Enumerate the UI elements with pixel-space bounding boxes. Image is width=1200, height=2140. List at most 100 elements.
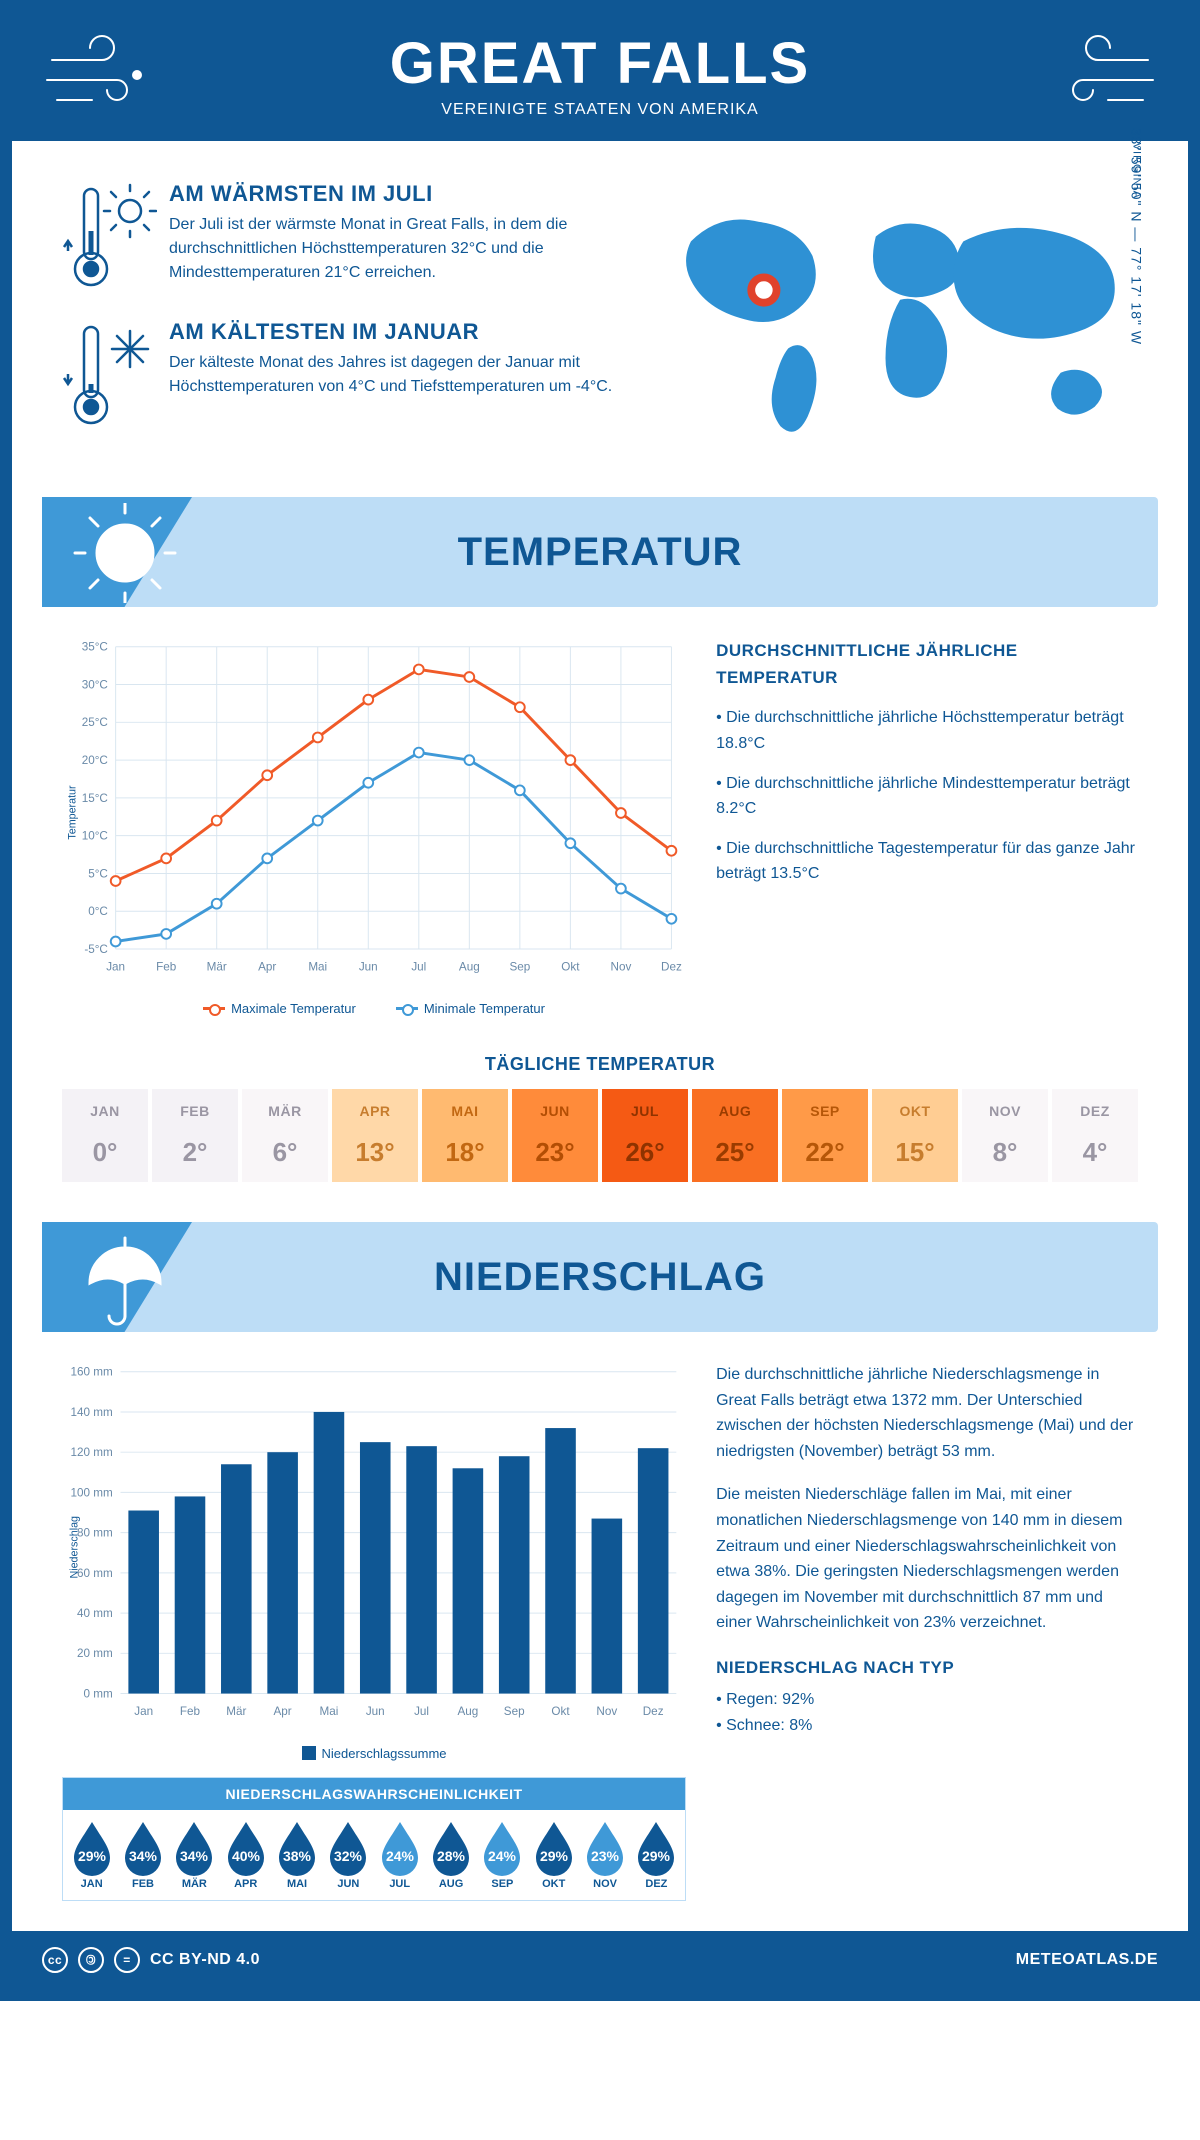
svg-text:Dez: Dez [643, 1705, 664, 1718]
precip-paragraph-1: Die durchschnittliche jährliche Niedersc… [716, 1362, 1138, 1464]
svg-text:24%: 24% [386, 1848, 415, 1864]
svg-text:Apr: Apr [274, 1705, 292, 1718]
svg-text:34%: 34% [180, 1848, 209, 1864]
svg-text:40 mm: 40 mm [77, 1607, 113, 1620]
cold-title: AM KÄLTESTEN IM JANUAR [169, 319, 622, 345]
precip-prob-drop: 24%SEP [478, 1818, 527, 1890]
svg-text:0°C: 0°C [88, 905, 108, 918]
svg-text:28%: 28% [437, 1848, 466, 1864]
precip-prob-drop: 24%JUL [375, 1818, 424, 1890]
svg-text:29%: 29% [540, 1848, 569, 1864]
precipitation-banner: NIEDERSCHLAG [42, 1222, 1158, 1332]
temperature-line-chart: -5°C0°C5°C10°C15°C20°C25°C30°C35°CJanFeb… [62, 637, 686, 988]
cold-block: AM KÄLTESTEN IM JANUAR Der kälteste Mona… [62, 319, 622, 429]
wind-icon [1038, 30, 1158, 120]
precip-chart-legend: Niederschlagssumme [62, 1746, 686, 1761]
svg-text:Dez: Dez [661, 960, 682, 973]
precip-prob-drop: 23%NOV [580, 1818, 629, 1890]
temp-chart-legend: Maximale Temperatur Minimale Temperatur [62, 1001, 686, 1016]
svg-text:24%: 24% [488, 1848, 517, 1864]
svg-text:160 mm: 160 mm [70, 1366, 112, 1379]
svg-text:40%: 40% [232, 1848, 261, 1864]
precip-prob-drop: 29%JAN [67, 1818, 116, 1890]
cc-icon: cc [42, 1947, 68, 1973]
precip-prob-title: NIEDERSCHLAGSWAHRSCHEINLICHKEIT [63, 1778, 685, 1810]
precip-type-heading: NIEDERSCHLAG NACH TYP [716, 1654, 1138, 1681]
precip-prob-drop: 29%OKT [529, 1818, 578, 1890]
daily-temp-cell: MAI18° [422, 1089, 508, 1182]
svg-text:34%: 34% [129, 1848, 158, 1864]
svg-text:0 mm: 0 mm [83, 1687, 112, 1700]
temp-bullet: • Die durchschnittliche Tagestemperatur … [716, 836, 1138, 887]
svg-text:30°C: 30°C [82, 678, 108, 691]
daily-temp-cell: SEP22° [782, 1089, 868, 1182]
svg-text:29%: 29% [642, 1848, 671, 1864]
svg-text:23%: 23% [591, 1848, 620, 1864]
thermometer-sun-icon [62, 181, 157, 291]
thermometer-snow-icon [62, 319, 157, 429]
svg-text:Mär: Mär [207, 960, 227, 973]
header: GREAT FALLS VEREINIGTE STAATEN VON AMERI… [12, 12, 1188, 141]
site-label: METEOATLAS.DE [1016, 1951, 1158, 1969]
svg-text:29%: 29% [78, 1848, 107, 1864]
daily-temp-cell: AUG25° [692, 1089, 778, 1182]
svg-text:Feb: Feb [156, 960, 177, 973]
warm-block: AM WÄRMSTEN IM JULI Der Juli ist der wär… [62, 181, 622, 291]
coordinates: 38° 59' 50" N — 77° 17' 18" W [1128, 128, 1144, 345]
svg-text:Sep: Sep [509, 960, 530, 973]
footer: cc 🄯 = CC BY-ND 4.0 METEOATLAS.DE [12, 1931, 1188, 1989]
daily-temp-heading: TÄGLICHE TEMPERATUR [12, 1054, 1188, 1075]
svg-text:15°C: 15°C [82, 792, 108, 805]
daily-temp-cell: MÄR6° [242, 1089, 328, 1182]
svg-text:Feb: Feb [180, 1705, 201, 1718]
svg-text:140 mm: 140 mm [70, 1406, 112, 1419]
page-subtitle: VEREINIGTE STAATEN VON AMERIKA [12, 101, 1188, 119]
svg-text:20 mm: 20 mm [77, 1647, 113, 1660]
svg-text:120 mm: 120 mm [70, 1446, 112, 1459]
cold-text: Der kälteste Monat des Jahres ist dagege… [169, 351, 622, 399]
umbrella-icon [70, 1228, 180, 1328]
daily-temp-cell: JUN23° [512, 1089, 598, 1182]
license-label: CC BY-ND 4.0 [150, 1951, 260, 1969]
svg-text:Jul: Jul [414, 1705, 429, 1718]
precip-prob-drop: 29%DEZ [632, 1818, 681, 1890]
temperature-heading: TEMPERATUR [458, 530, 743, 575]
svg-text:Okt: Okt [561, 960, 580, 973]
svg-text:38%: 38% [283, 1848, 312, 1864]
svg-text:10°C: 10°C [82, 830, 108, 843]
svg-text:Jan: Jan [106, 960, 125, 973]
svg-text:Nov: Nov [596, 1705, 617, 1718]
temp-side-heading: DURCHSCHNITTLICHE JÄHRLICHE TEMPERATUR [716, 637, 1138, 691]
temperature-banner: TEMPERATUR [42, 497, 1158, 607]
precip-prob-drop: 34%FEB [118, 1818, 167, 1890]
precipitation-bar-chart: 0 mm20 mm40 mm60 mm80 mm100 mm120 mm140 … [62, 1362, 686, 1733]
precip-type-bullet: • Schnee: 8% [716, 1713, 1138, 1739]
sun-icon [70, 503, 180, 603]
svg-text:32%: 32% [334, 1848, 363, 1864]
svg-text:Aug: Aug [459, 960, 480, 973]
svg-text:20°C: 20°C [82, 754, 108, 767]
svg-text:100 mm: 100 mm [70, 1486, 112, 1499]
precip-paragraph-2: Die meisten Niederschläge fallen im Mai,… [716, 1482, 1138, 1636]
svg-text:Jun: Jun [366, 1705, 385, 1718]
daily-temp-cell: OKT15° [872, 1089, 958, 1182]
daily-temp-cell: FEB2° [152, 1089, 238, 1182]
daily-temp-cell: APR13° [332, 1089, 418, 1182]
svg-text:35°C: 35°C [82, 641, 108, 654]
precip-prob-drop: 34%MÄR [170, 1818, 219, 1890]
daily-temp-cell: JUL26° [602, 1089, 688, 1182]
temp-bullet: • Die durchschnittliche jährliche Mindes… [716, 771, 1138, 822]
warm-title: AM WÄRMSTEN IM JULI [169, 181, 622, 207]
page-title: GREAT FALLS [12, 30, 1188, 97]
svg-text:Aug: Aug [457, 1705, 478, 1718]
svg-text:80 mm: 80 mm [77, 1527, 113, 1540]
wind-icon [42, 30, 162, 120]
daily-temp-cell: DEZ4° [1052, 1089, 1138, 1182]
precip-prob-drop: 40%APR [221, 1818, 270, 1890]
precip-prob-drop: 32%JUN [324, 1818, 373, 1890]
precip-probability-box: NIEDERSCHLAGSWAHRSCHEINLICHKEIT 29%JAN34… [62, 1777, 686, 1901]
precip-type-bullet: • Regen: 92% [716, 1687, 1138, 1713]
svg-text:Niederschlag: Niederschlag [69, 1516, 81, 1579]
svg-text:Sep: Sep [504, 1705, 525, 1718]
svg-text:Jan: Jan [134, 1705, 153, 1718]
